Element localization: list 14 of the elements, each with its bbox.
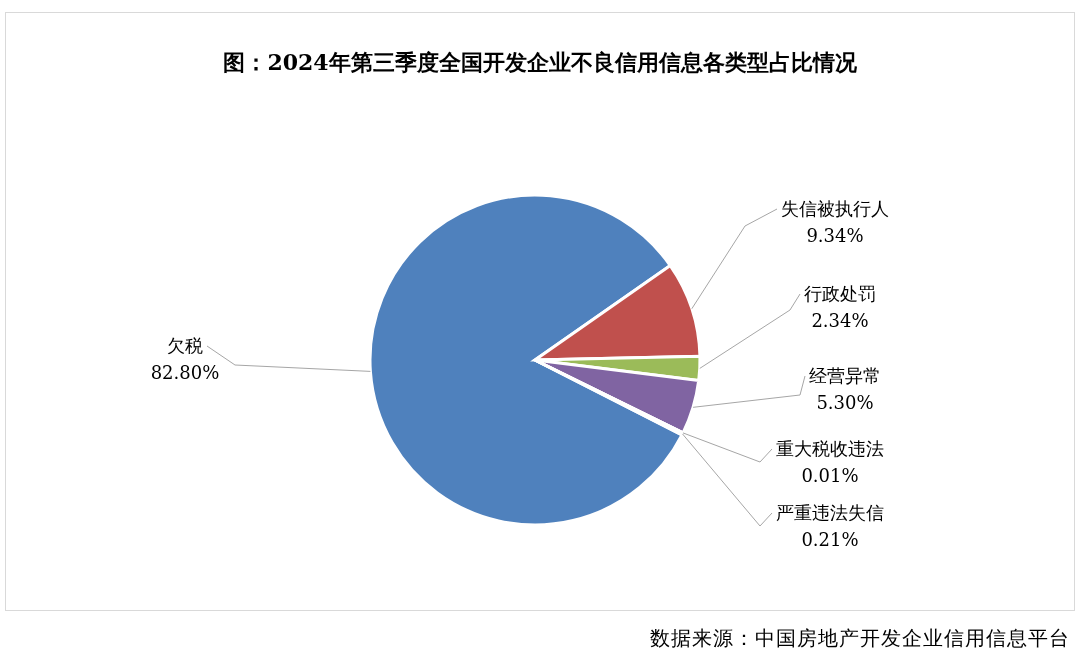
slice-label: 重大税收违法 <box>776 438 884 459</box>
data-label: 5.30% <box>816 392 874 413</box>
data-label: 82.80% <box>150 362 220 383</box>
source-note: 数据来源：中国房地产开发企业信用信息平台 <box>650 625 1070 652</box>
slice-label: 严重违法失信 <box>776 502 884 523</box>
slice-label: 欠税 <box>167 335 203 356</box>
data-label: 0.21% <box>801 529 859 550</box>
data-label: 9.34% <box>806 225 864 246</box>
data-label: 0.01% <box>801 465 859 486</box>
chart-title: 图：2024年第三季度全国开发企业不良信用信息各类型占比情况 <box>222 48 858 77</box>
slice-label: 行政处罚 <box>804 283 876 304</box>
data-label: 2.34% <box>811 310 869 331</box>
slice-label: 失信被执行人 <box>781 198 889 219</box>
slice-label: 经营异常 <box>809 365 881 386</box>
